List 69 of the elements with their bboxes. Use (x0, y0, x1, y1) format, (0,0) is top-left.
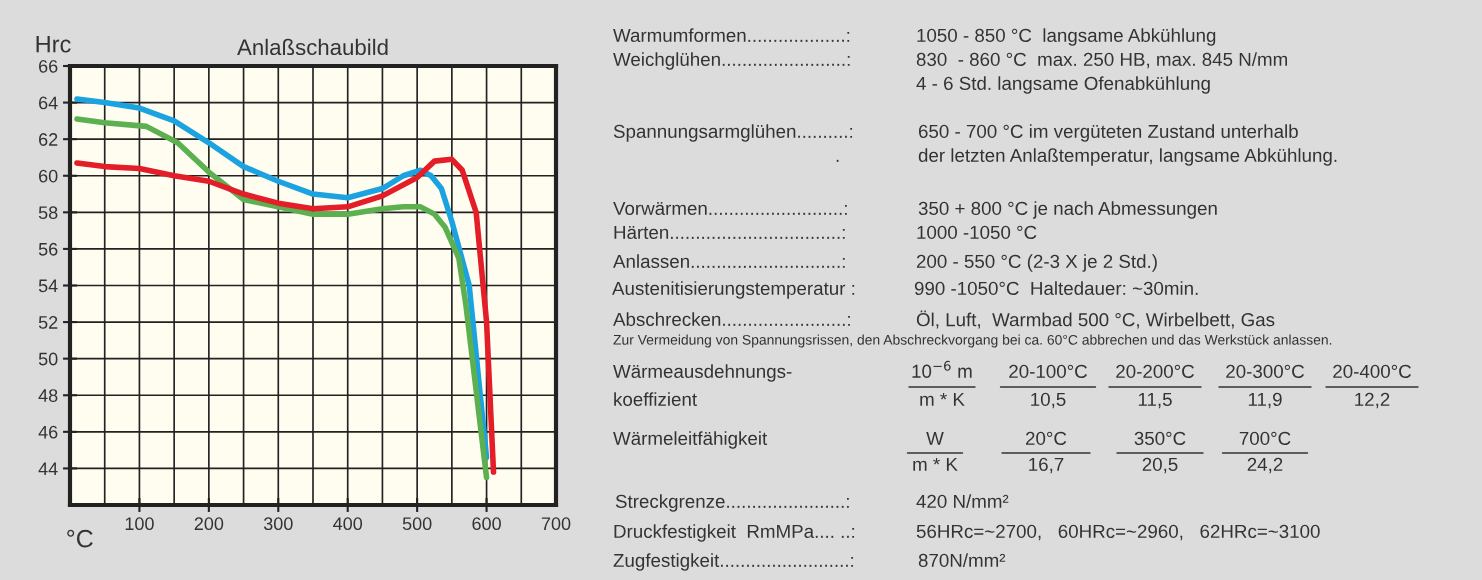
text: 420 N/mm² (916, 494, 1009, 509)
y-tick-label: 44 (38, 462, 58, 475)
x-tick-label: 400 (333, 517, 363, 531)
text: Warmumformen...................: (613, 28, 850, 43)
text: 350°C (1134, 431, 1186, 446)
text: 10$^{−6}$ m (912, 360, 972, 378)
x-tick-label: 300 (263, 517, 293, 531)
text: m * K (920, 392, 965, 406)
y-tick-label: 54 (38, 279, 58, 293)
x-tick-label: 700 (541, 517, 571, 531)
y-tick-label: 46 (38, 425, 58, 439)
chart-title: Anlaßschaubild (237, 38, 388, 56)
y-tick-label: 48 (38, 389, 58, 402)
text: Weichglühen........................: (613, 52, 850, 70)
text: Vorwärmen..........................: (613, 201, 847, 216)
text: der letzten Anlaßtemperatur, langsame Abkühlung. (918, 148, 1337, 166)
y-axis-title: Hrc (36, 36, 71, 53)
text: 11,5 (1138, 392, 1172, 409)
x-tick-label: 100 (125, 517, 154, 531)
x-tick-label: 200 (194, 517, 224, 531)
text: 24,2 (1247, 457, 1283, 474)
text: 990 -1050°C Haltedauer: ~30min. (914, 281, 1198, 296)
y-tick-label: 62 (39, 133, 58, 146)
text: Wärmeausdehnungs- (613, 364, 792, 382)
x-tick-label: 600 (472, 517, 501, 531)
y-tick-label: 66 (39, 59, 58, 73)
text: 1050 - 850 °C langsame Abkühlung (917, 28, 1216, 46)
text: 56HRc=~2700, 60HRc=~2960, 62HRc=~3100 (916, 524, 1320, 541)
y-tick-label: 64 (39, 96, 58, 110)
text: 200 - 550 °C (2-3 X je 2 Std.) (916, 254, 1157, 272)
text: Wärmeleitfähigkeit (613, 431, 768, 449)
text: Öl, Luft, Warmbad 500 °C, Wirbelbett, Gas (916, 310, 1275, 329)
text: 4 - 6 Std. langsame Ofenabkühlung (916, 76, 1210, 94)
text: 20-300°C (1226, 364, 1304, 379)
text: koeffizient (614, 392, 697, 407)
text: 870N/mm² (918, 553, 1006, 568)
text: Spannungsarmglühen..........: (613, 124, 853, 142)
y-tick-label: 58 (38, 206, 58, 220)
text: 20-200°C (1116, 364, 1194, 379)
text: Anlassen.............................: (613, 254, 845, 269)
x-tick-label: 500 (402, 517, 432, 531)
text: 12,2 (1355, 392, 1390, 409)
text: Druckfestigkeit RmMPa.... ..: (614, 524, 855, 542)
text: 20-100°C (1009, 364, 1087, 379)
text: 650 - 700 °C im vergüteten Zustand unterhalb (918, 124, 1298, 142)
text: Zugfestigkeit.........................: (613, 553, 854, 571)
text: Zur Vermeidung von Spannungsrissen, den Abschreckvorgang bei ca. 60°C abbrechen und das Werkstück anlassen. (613, 334, 1332, 348)
text: W (926, 431, 944, 445)
x-axis-title: °C (67, 529, 93, 548)
text: 1000 -1050 °C (917, 225, 1037, 240)
y-tick-label: 52 (38, 316, 58, 329)
text: 10,5 (1031, 392, 1066, 409)
text: 16,7 (1029, 457, 1064, 474)
text: 20°C (1026, 431, 1067, 446)
text: 350 + 800 °C je nach Abmessungen (918, 201, 1217, 219)
text: Härten.................................: (614, 225, 845, 240)
text: Abschrecken........................: (613, 312, 850, 327)
text: Austenitisierungstemperatur : (612, 281, 855, 299)
text: 700°C (1239, 431, 1291, 446)
text: Streckgrenze.......................: (615, 494, 849, 512)
text: 11,9 (1248, 392, 1282, 409)
text: 20-400°C (1333, 364, 1411, 379)
text: 830 - 860 °C max. 250 HB, max. 845 N/mm (916, 52, 1287, 69)
text: m * K (913, 457, 958, 471)
y-tick-label: 50 (38, 352, 58, 366)
text: . (836, 159, 839, 162)
y-tick-label: 60 (39, 169, 58, 183)
text: 20,5 (1142, 457, 1178, 474)
y-tick-label: 56 (38, 242, 58, 256)
